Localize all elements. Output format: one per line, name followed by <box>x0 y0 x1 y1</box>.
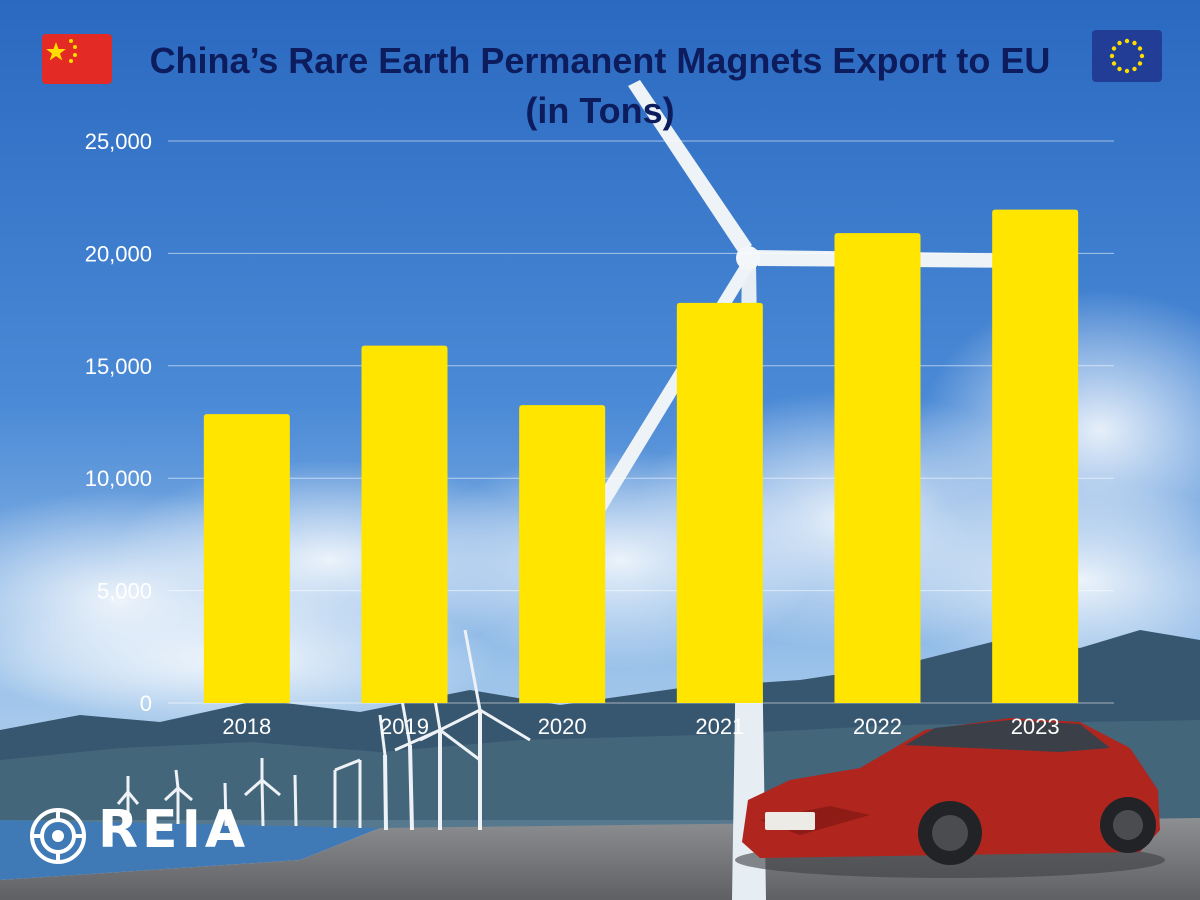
eu-star <box>1111 46 1117 51</box>
reia-logo-text: REIA <box>98 800 250 860</box>
x-tick-label-2018: 2018 <box>222 714 271 739</box>
x-axis-tick-labels: 2018 2019 2020 2021 2022 2023 <box>222 714 1059 739</box>
bar-2021 <box>676 302 763 703</box>
small-wind-turbines <box>116 629 531 831</box>
bar-2020 <box>519 405 606 703</box>
y-tick-label: 25,000 <box>85 129 152 154</box>
gridlines <box>168 140 1114 704</box>
eu-star <box>1124 38 1130 44</box>
red-car-image <box>735 718 1165 878</box>
y-axis-tick-labels: 0 5,000 10,000 15,000 20,000 25,000 <box>85 129 152 716</box>
bar-2022 <box>834 233 921 703</box>
eu-star <box>1109 53 1115 59</box>
eu-star <box>1111 61 1117 66</box>
y-tick-label: 10,000 <box>85 466 152 491</box>
chart-title: China’s Rare Earth Permanent Magnets Exp… <box>0 36 1200 136</box>
x-tick-label-2022: 2022 <box>853 714 902 739</box>
eu-star <box>1117 40 1122 46</box>
y-tick-label: 0 <box>140 691 152 716</box>
eu-star <box>1124 68 1130 74</box>
eu-star <box>1137 46 1143 51</box>
y-tick-label: 15,000 <box>85 354 152 379</box>
eu-star <box>1137 61 1143 66</box>
eu-star <box>1132 66 1137 72</box>
sea <box>0 820 380 880</box>
eu-star <box>1139 53 1145 59</box>
x-tick-label-2020: 2020 <box>538 714 587 739</box>
bar-2023 <box>992 209 1079 703</box>
reia-logo-icon <box>30 808 86 864</box>
x-tick-label-2021: 2021 <box>695 714 744 739</box>
x-tick-label-2019: 2019 <box>380 714 429 739</box>
bar-2019 <box>361 345 448 703</box>
y-tick-label: 5,000 <box>97 579 152 604</box>
eu-star <box>1117 66 1122 72</box>
eu-flag-icon <box>1092 30 1162 82</box>
eu-star <box>1132 40 1137 46</box>
bar-2018 <box>203 414 290 703</box>
x-tick-label-2023: 2023 <box>1011 714 1060 739</box>
bars <box>203 209 1079 703</box>
chart-title-line-1: China’s Rare Earth Permanent Magnets Exp… <box>149 40 1051 81</box>
chart-title-line-2: (in Tons) <box>525 90 675 131</box>
y-tick-label: 20,000 <box>85 241 152 266</box>
china-flag-icon <box>42 34 112 84</box>
